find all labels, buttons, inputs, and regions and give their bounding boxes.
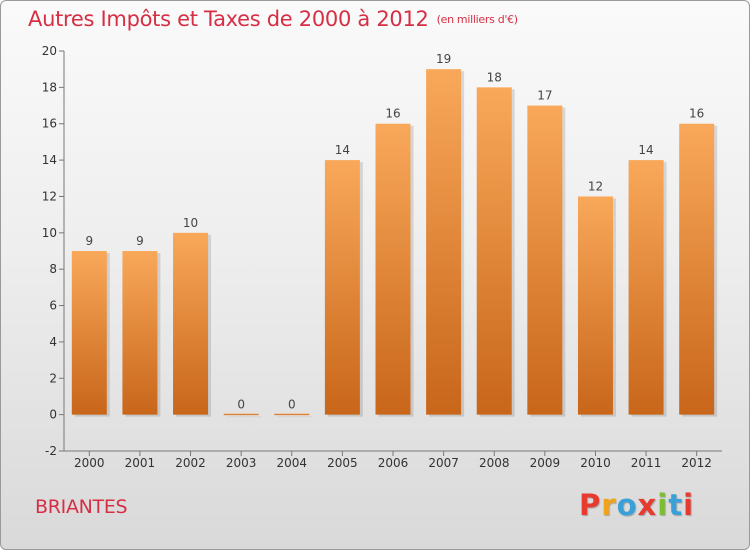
bar-2006[interactable] xyxy=(375,123,411,415)
x-tick-label: 2001 xyxy=(125,456,156,470)
data-label: 10 xyxy=(183,216,198,230)
logo-letter: t xyxy=(668,488,684,522)
bar-2010[interactable] xyxy=(577,196,613,415)
bar-2003[interactable] xyxy=(223,413,259,416)
bar-2008[interactable] xyxy=(476,87,512,415)
x-tick-label: 2004 xyxy=(276,456,307,470)
bar-2007[interactable] xyxy=(426,69,462,415)
data-label: 0 xyxy=(288,398,296,412)
chart-subtitle: (en milliers d'€) xyxy=(436,13,518,26)
chart-title: Autres Impôts et Taxes de 2000 à 2012 (en… xyxy=(28,7,518,31)
logo-letter: P xyxy=(579,488,602,522)
y-tick-label: -2 xyxy=(45,444,57,458)
y-tick-label: 6 xyxy=(49,299,57,313)
logo-letter: i xyxy=(657,488,669,522)
bar-2001[interactable] xyxy=(122,251,158,415)
bar-shadow xyxy=(277,416,313,418)
y-tick-label: 20 xyxy=(42,44,57,58)
x-tick-label: 2007 xyxy=(428,456,459,470)
axes: -2 0 2 4 6 8 10 12 14 16 18 20 2000 2001 2002 2003 2004 2… xyxy=(42,44,722,470)
x-tick-label: 2008 xyxy=(479,456,510,470)
data-label: 17 xyxy=(537,89,552,103)
y-tick-label: 12 xyxy=(42,189,57,203)
y-tick-label: 2 xyxy=(49,371,57,385)
data-label: 16 xyxy=(385,107,400,121)
chart-title-text: Autres Impôts et Taxes de 2000 à 2012 xyxy=(28,7,429,31)
y-tick-label: 14 xyxy=(42,153,57,167)
bar-2012[interactable] xyxy=(679,123,715,415)
x-tick-label: 2011 xyxy=(631,456,662,470)
bar-2009[interactable] xyxy=(527,105,563,415)
commune-name: BRIANTES xyxy=(35,496,128,518)
proxiti-logo[interactable]: Proxiti xyxy=(579,488,694,522)
y-tick-label: 0 xyxy=(49,408,57,422)
data-label: 16 xyxy=(689,107,704,121)
x-tick-label: 2006 xyxy=(378,456,409,470)
x-tick-label: 2003 xyxy=(226,456,257,470)
x-tick-label: 2012 xyxy=(681,456,712,470)
data-labels: 9 9 10 0 0 14 16 19 18 17 12 14 16 xyxy=(85,52,704,411)
y-tick-label: 16 xyxy=(42,117,57,131)
bar-2011[interactable] xyxy=(628,160,664,415)
bar-shadow xyxy=(226,416,262,418)
data-label: 9 xyxy=(136,234,144,248)
x-tick-label: 2002 xyxy=(175,456,206,470)
data-label: 14 xyxy=(335,143,350,157)
logo-letter: i xyxy=(683,488,695,522)
data-label: 0 xyxy=(237,398,245,412)
y-tick-label: 8 xyxy=(49,262,57,276)
bar-2004[interactable] xyxy=(274,413,310,416)
data-label: 19 xyxy=(436,52,451,66)
y-tick-label: 4 xyxy=(49,335,57,349)
x-tick-label: 2000 xyxy=(74,456,105,470)
data-label: 9 xyxy=(85,234,93,248)
data-label: 18 xyxy=(487,70,502,84)
bar-2000[interactable] xyxy=(71,251,107,415)
x-tick-label: 2009 xyxy=(530,456,561,470)
logo-letter: r xyxy=(601,488,617,522)
bars xyxy=(71,69,718,418)
data-label: 12 xyxy=(588,179,603,193)
bar-2005[interactable] xyxy=(324,160,360,415)
y-tick-label: 18 xyxy=(42,80,57,94)
logo-letter: x xyxy=(637,488,658,522)
y-tick-label: 10 xyxy=(42,226,57,240)
x-tick-label: 2005 xyxy=(327,456,358,470)
logo-letter: o xyxy=(616,488,638,522)
data-label: 14 xyxy=(638,143,653,157)
bar-2002[interactable] xyxy=(173,232,209,415)
x-tick-label: 2010 xyxy=(580,456,611,470)
